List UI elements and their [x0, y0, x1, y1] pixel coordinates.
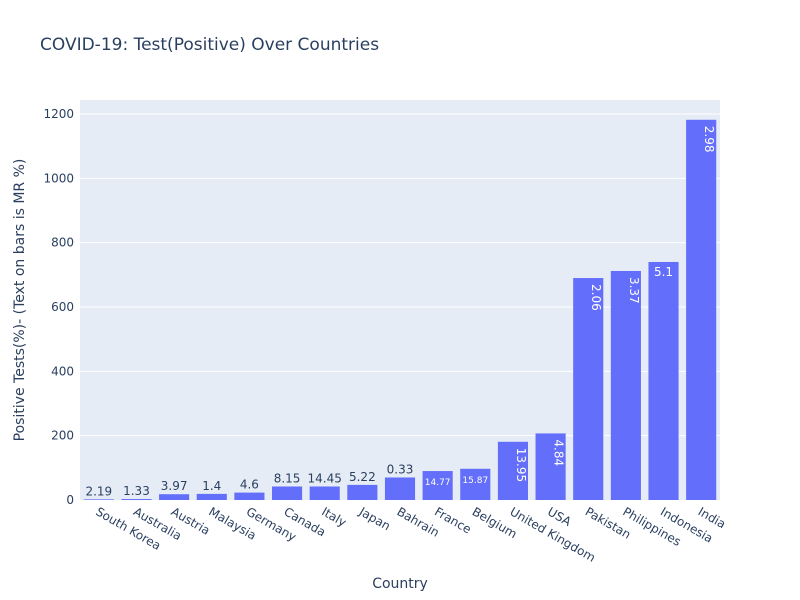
chart-title: COVID-19: Test(Positive) Over Countries — [40, 35, 379, 55]
bar — [272, 486, 303, 500]
bar — [610, 270, 641, 500]
y-tick-label: 1000 — [43, 171, 74, 185]
bar-value-label: 4.84 — [552, 439, 566, 466]
y-tick-label: 600 — [51, 300, 74, 314]
y-tick-label: 200 — [51, 429, 74, 443]
bar-value-label: 2.19 — [85, 484, 112, 498]
bar — [196, 493, 227, 500]
bar-value-label: 5.1 — [654, 265, 673, 279]
bar — [159, 494, 190, 500]
bar — [309, 486, 340, 500]
bar-value-label: 13.95 — [514, 448, 528, 482]
bar — [460, 468, 491, 500]
bars — [83, 119, 717, 500]
bar-value-label: 8.15 — [274, 471, 301, 485]
bar — [83, 499, 114, 500]
bar-labels: 2.19 1.33 3.97 1.4 4.6 8.15 14.45 5.22 0.33 14.77… — [85, 126, 716, 499]
bar-value-label: 14.45 — [308, 471, 342, 485]
x-tick-label: Bahrain — [395, 504, 442, 539]
bar-value-label: 3.37 — [627, 277, 641, 304]
x-tick-label: Japan — [356, 504, 393, 533]
bar — [234, 492, 265, 500]
bar — [384, 477, 416, 500]
y-tick-label: 800 — [51, 236, 74, 250]
bar — [347, 484, 378, 500]
bar-value-label: 4.6 — [240, 478, 259, 492]
bar — [497, 441, 528, 500]
bar-value-label: 2.98 — [702, 126, 716, 153]
bar-value-label: 0.33 — [387, 462, 414, 476]
bar-value-label: 2.06 — [589, 284, 603, 311]
y-axis-title: Positive Tests(%)- (Text on bars is MR %… — [12, 159, 28, 442]
bar — [535, 433, 566, 500]
bar-value-label: 1.4 — [202, 479, 221, 493]
bar-value-label: 15.87 — [462, 476, 488, 486]
bar-value-label: 5.22 — [349, 470, 376, 484]
bar — [121, 499, 152, 500]
bar — [422, 471, 453, 500]
gridlines — [80, 113, 720, 437]
bar-value-label: 1.33 — [123, 484, 150, 498]
bar-value-label: 14.77 — [425, 478, 451, 488]
y-tick-label: 1200 — [43, 107, 74, 121]
x-axis-ticks: South KoreaAustraliaAustriaMalaysiaGerma… — [93, 504, 728, 565]
y-tick-label: 400 — [51, 364, 74, 378]
y-axis-ticks: 0 200 400 600 800 1000 1200 — [43, 107, 74, 507]
bar — [648, 261, 679, 500]
bar — [573, 278, 604, 500]
y-tick-label: 0 — [66, 493, 74, 507]
x-axis-title: Country — [372, 576, 428, 592]
bar — [686, 119, 717, 500]
bar-value-label: 3.97 — [161, 479, 188, 493]
